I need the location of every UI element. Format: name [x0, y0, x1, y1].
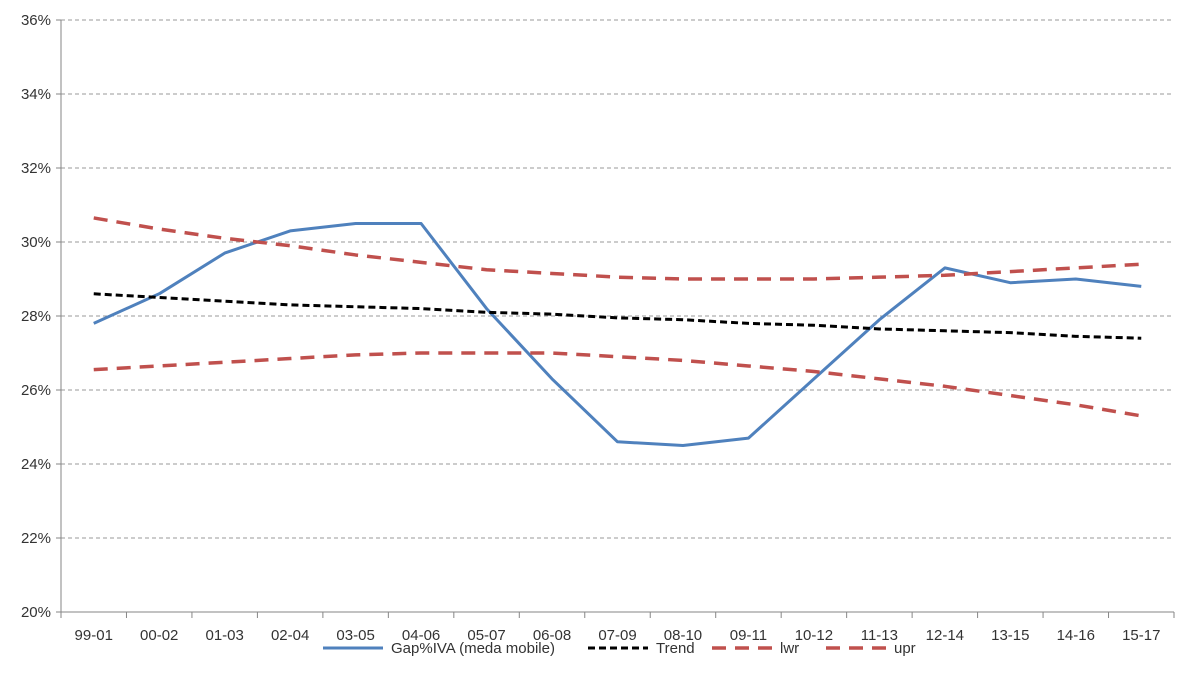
axes: [56, 19, 1175, 618]
legend: Gap%IVA (meda mobile) Trend lwr upr: [323, 640, 916, 657]
x-tick-label: 09-11: [730, 627, 767, 644]
x-tick-label: 02-04: [271, 627, 309, 644]
x-tick-label: 10-12: [795, 627, 833, 644]
x-tick-label: 14-16: [1057, 627, 1095, 644]
y-tick-label: 34%: [21, 86, 51, 103]
x-tick-label: 13-15: [991, 627, 1029, 644]
legend-label: upr: [894, 640, 916, 657]
series-line-trend: [93, 292, 1142, 340]
x-tick-label: 03-05: [336, 627, 374, 644]
x-tick-label: 04-06: [402, 627, 440, 644]
x-tick-label: 05-07: [467, 627, 505, 644]
y-tick-label: 32%: [21, 160, 51, 177]
x-tick-label: 11-13: [861, 627, 898, 644]
x-tick-label: 08-10: [664, 627, 702, 644]
y-tick-label: 24%: [21, 456, 51, 473]
series-line-lwr: [93, 351, 1142, 418]
tick-labels: 20% 22% 24% 26% 28% 30% 32% 34% 36% 99-01 00-02 01-…: [21, 12, 1160, 644]
y-tick-label: 30%: [21, 234, 51, 251]
series-lines: [93, 216, 1142, 447]
series-line-gap-iva-meda-mobile: [93, 222, 1142, 447]
legend-label: Gap%IVA (meda mobile): [391, 640, 555, 657]
x-tick-label: 07-09: [598, 627, 636, 644]
x-tick-label: 99-01: [75, 627, 113, 644]
gridlines: [61, 19, 1174, 539]
x-tick-label: 12-14: [926, 627, 964, 644]
x-tick-label: 15-17: [1122, 627, 1160, 644]
x-tick-label: 00-02: [140, 627, 178, 644]
y-tick-label: 36%: [21, 12, 51, 29]
y-tick-label: 28%: [21, 308, 51, 325]
x-tick-label: 01-03: [205, 627, 243, 644]
legend-label: Trend: [656, 640, 695, 657]
y-tick-label: 20%: [21, 604, 51, 621]
y-tick-label: 26%: [21, 382, 51, 399]
x-tick-label: 06-08: [533, 627, 571, 644]
y-tick-label: 22%: [21, 530, 51, 547]
series-line-upr: [93, 216, 1142, 281]
legend-label: lwr: [780, 640, 799, 657]
